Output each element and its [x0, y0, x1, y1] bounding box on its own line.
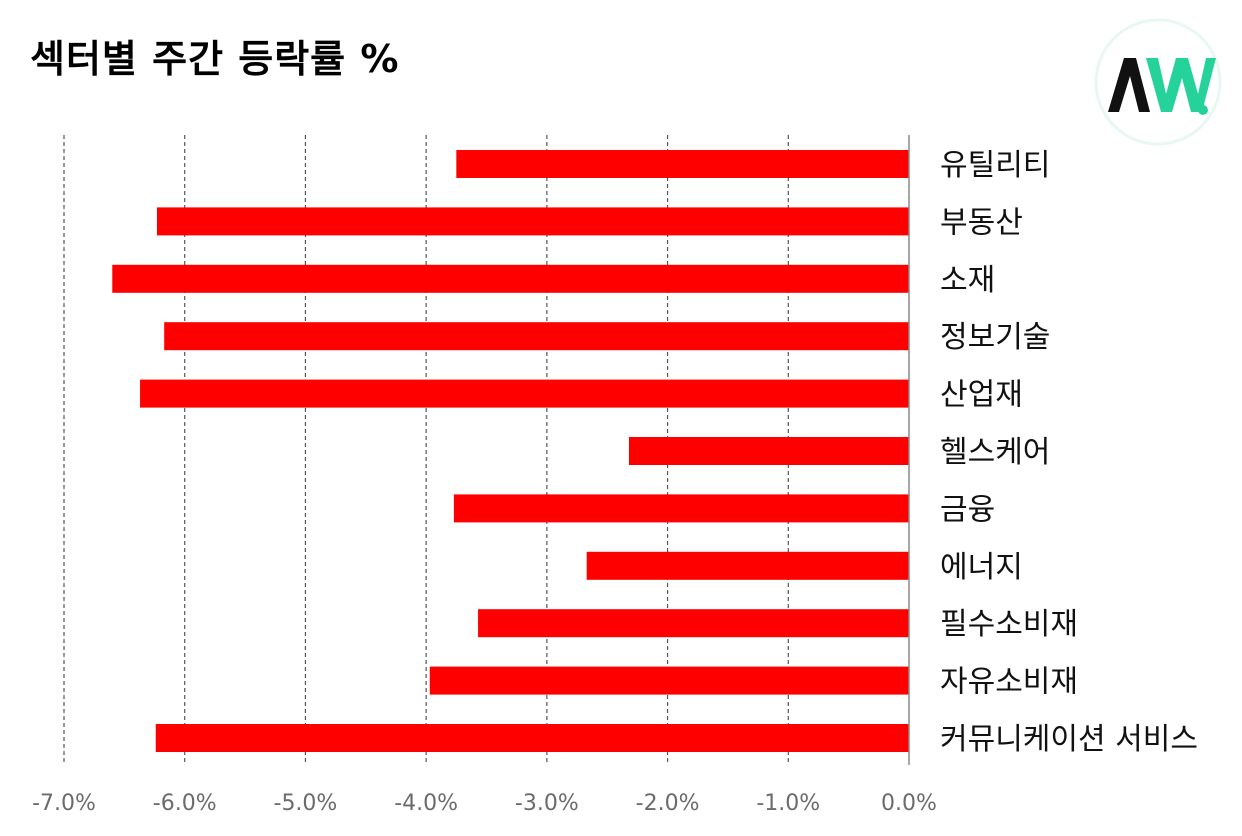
x-tick-label: -4.0% [394, 791, 458, 816]
category-label: 금융 [940, 492, 995, 527]
category-label: 산업재 [940, 378, 1023, 413]
bar [429, 666, 909, 695]
bar [112, 264, 910, 293]
bar [164, 322, 909, 351]
category-label: 정보기술 [940, 320, 1050, 355]
category-label: 헬스케어 [940, 435, 1050, 470]
bar [478, 609, 909, 638]
category-label: 소재 [940, 263, 995, 298]
bar [628, 437, 909, 465]
bar [155, 724, 909, 752]
bar [586, 551, 909, 580]
x-tick-label: 0.0% [881, 791, 937, 816]
category-label: 유틸리티 [940, 148, 1050, 183]
x-tick-label: -7.0% [32, 791, 96, 816]
category-label: 커뮤니케이션 서비스 [940, 722, 1198, 757]
x-tick-label: -5.0% [274, 791, 338, 816]
x-tick-label: -2.0% [636, 791, 700, 816]
category-label: 에너지 [940, 550, 1023, 585]
bar [453, 494, 909, 523]
bar [156, 207, 909, 236]
category-label: 필수소비재 [940, 607, 1078, 642]
x-tick-label: -3.0% [515, 791, 579, 816]
bar [456, 150, 909, 178]
aw-logo-icon [1094, 18, 1222, 146]
x-tick-label: -6.0% [153, 791, 217, 816]
category-label: 자유소비재 [940, 665, 1078, 700]
bar [140, 379, 910, 408]
category-label: 부동산 [940, 205, 1023, 240]
chart-title: 섹터별 주간 등락률 % [30, 37, 400, 81]
x-tick-label: -1.0% [756, 791, 820, 816]
